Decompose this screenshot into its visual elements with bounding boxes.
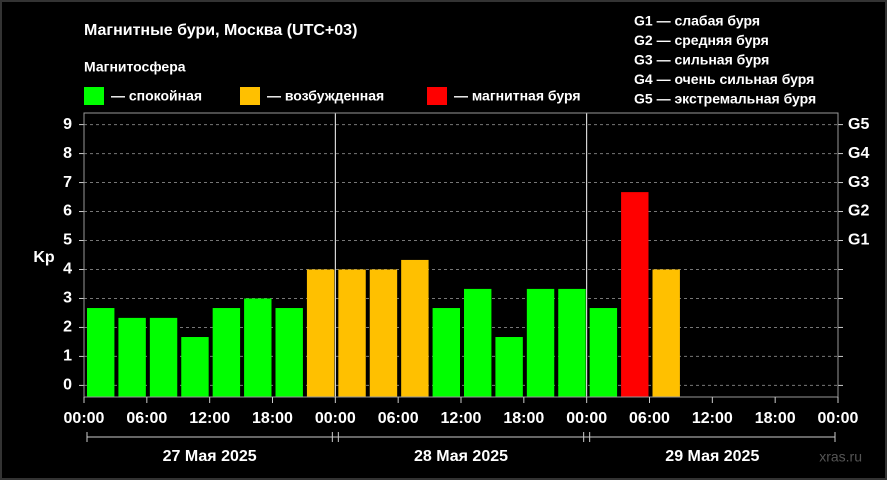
y2-tick-label: G4 [848,145,869,162]
legend-swatch [84,87,104,105]
g-scale-item: G5 — экстремальная буря [634,91,816,107]
day-label: 27 Мая 2025 [163,448,257,465]
x-tick-label: 00:00 [64,410,105,427]
y-tick-label: 8 [63,145,72,162]
bar [181,337,209,397]
legend-swatch [427,87,447,105]
legend-label: — спокойная [111,88,202,104]
y-axis-label: Kp [33,249,55,266]
x-tick-label: 12:00 [189,410,230,427]
y-tick-label: 0 [63,377,72,394]
legend-label: — магнитная буря [454,88,581,104]
bar [338,269,366,397]
day-label: 28 Мая 2025 [414,448,508,465]
bar [306,269,335,397]
legend-title: Магнитосфера [84,59,186,75]
x-tick-label: 18:00 [755,410,796,427]
bar [87,308,115,397]
x-tick-label: 00:00 [315,410,356,427]
day-label: 29 Мая 2025 [665,448,759,465]
bar [149,317,178,397]
x-tick-label: 06:00 [126,410,167,427]
bar [526,288,555,397]
bar [118,317,146,397]
legend-swatch [240,87,260,105]
y-tick-label: 5 [63,232,72,249]
y-tick-label: 7 [63,174,72,191]
bar [495,337,523,397]
y-tick-label: 3 [63,290,72,307]
bar [401,259,429,397]
y-tick-label: 1 [63,348,72,365]
bar [212,308,241,397]
watermark: xras.ru [819,449,862,465]
x-tick-label: 00:00 [566,410,607,427]
x-tick-label: 12:00 [692,410,733,427]
y2-tick-label: G5 [848,116,869,133]
y2-tick-label: G2 [848,203,869,220]
bar [621,192,649,397]
g-scale-item: G1 — слабая буря [634,13,760,29]
x-tick-label: 06:00 [629,410,670,427]
y-tick-label: 6 [63,203,72,220]
y2-tick-label: G1 [848,232,869,249]
bar [589,308,618,397]
bar [558,288,586,397]
x-tick-label: 18:00 [503,410,544,427]
g-scale-item: G3 — сильная буря [634,52,769,68]
y-tick-label: 2 [63,319,72,336]
g-scale-item: G2 — средняя буря [634,32,769,48]
y-tick-label: 4 [63,261,72,278]
x-tick-label: 18:00 [252,410,293,427]
bar [652,269,680,397]
bar [369,269,398,397]
chart-title: Магнитные бури, Москва (UTC+03) [84,22,357,39]
x-tick-label: 06:00 [378,410,419,427]
bar [244,298,272,397]
g-scale-item: G4 — очень сильная буря [634,71,814,87]
y-tick-label: 9 [63,116,72,133]
bar [464,288,492,397]
x-tick-label: 00:00 [818,410,859,427]
y2-tick-label: G3 [848,174,869,191]
x-tick-label: 12:00 [441,410,482,427]
bar [275,308,303,397]
bar [432,308,460,397]
legend-label: — возбужденная [267,88,384,104]
